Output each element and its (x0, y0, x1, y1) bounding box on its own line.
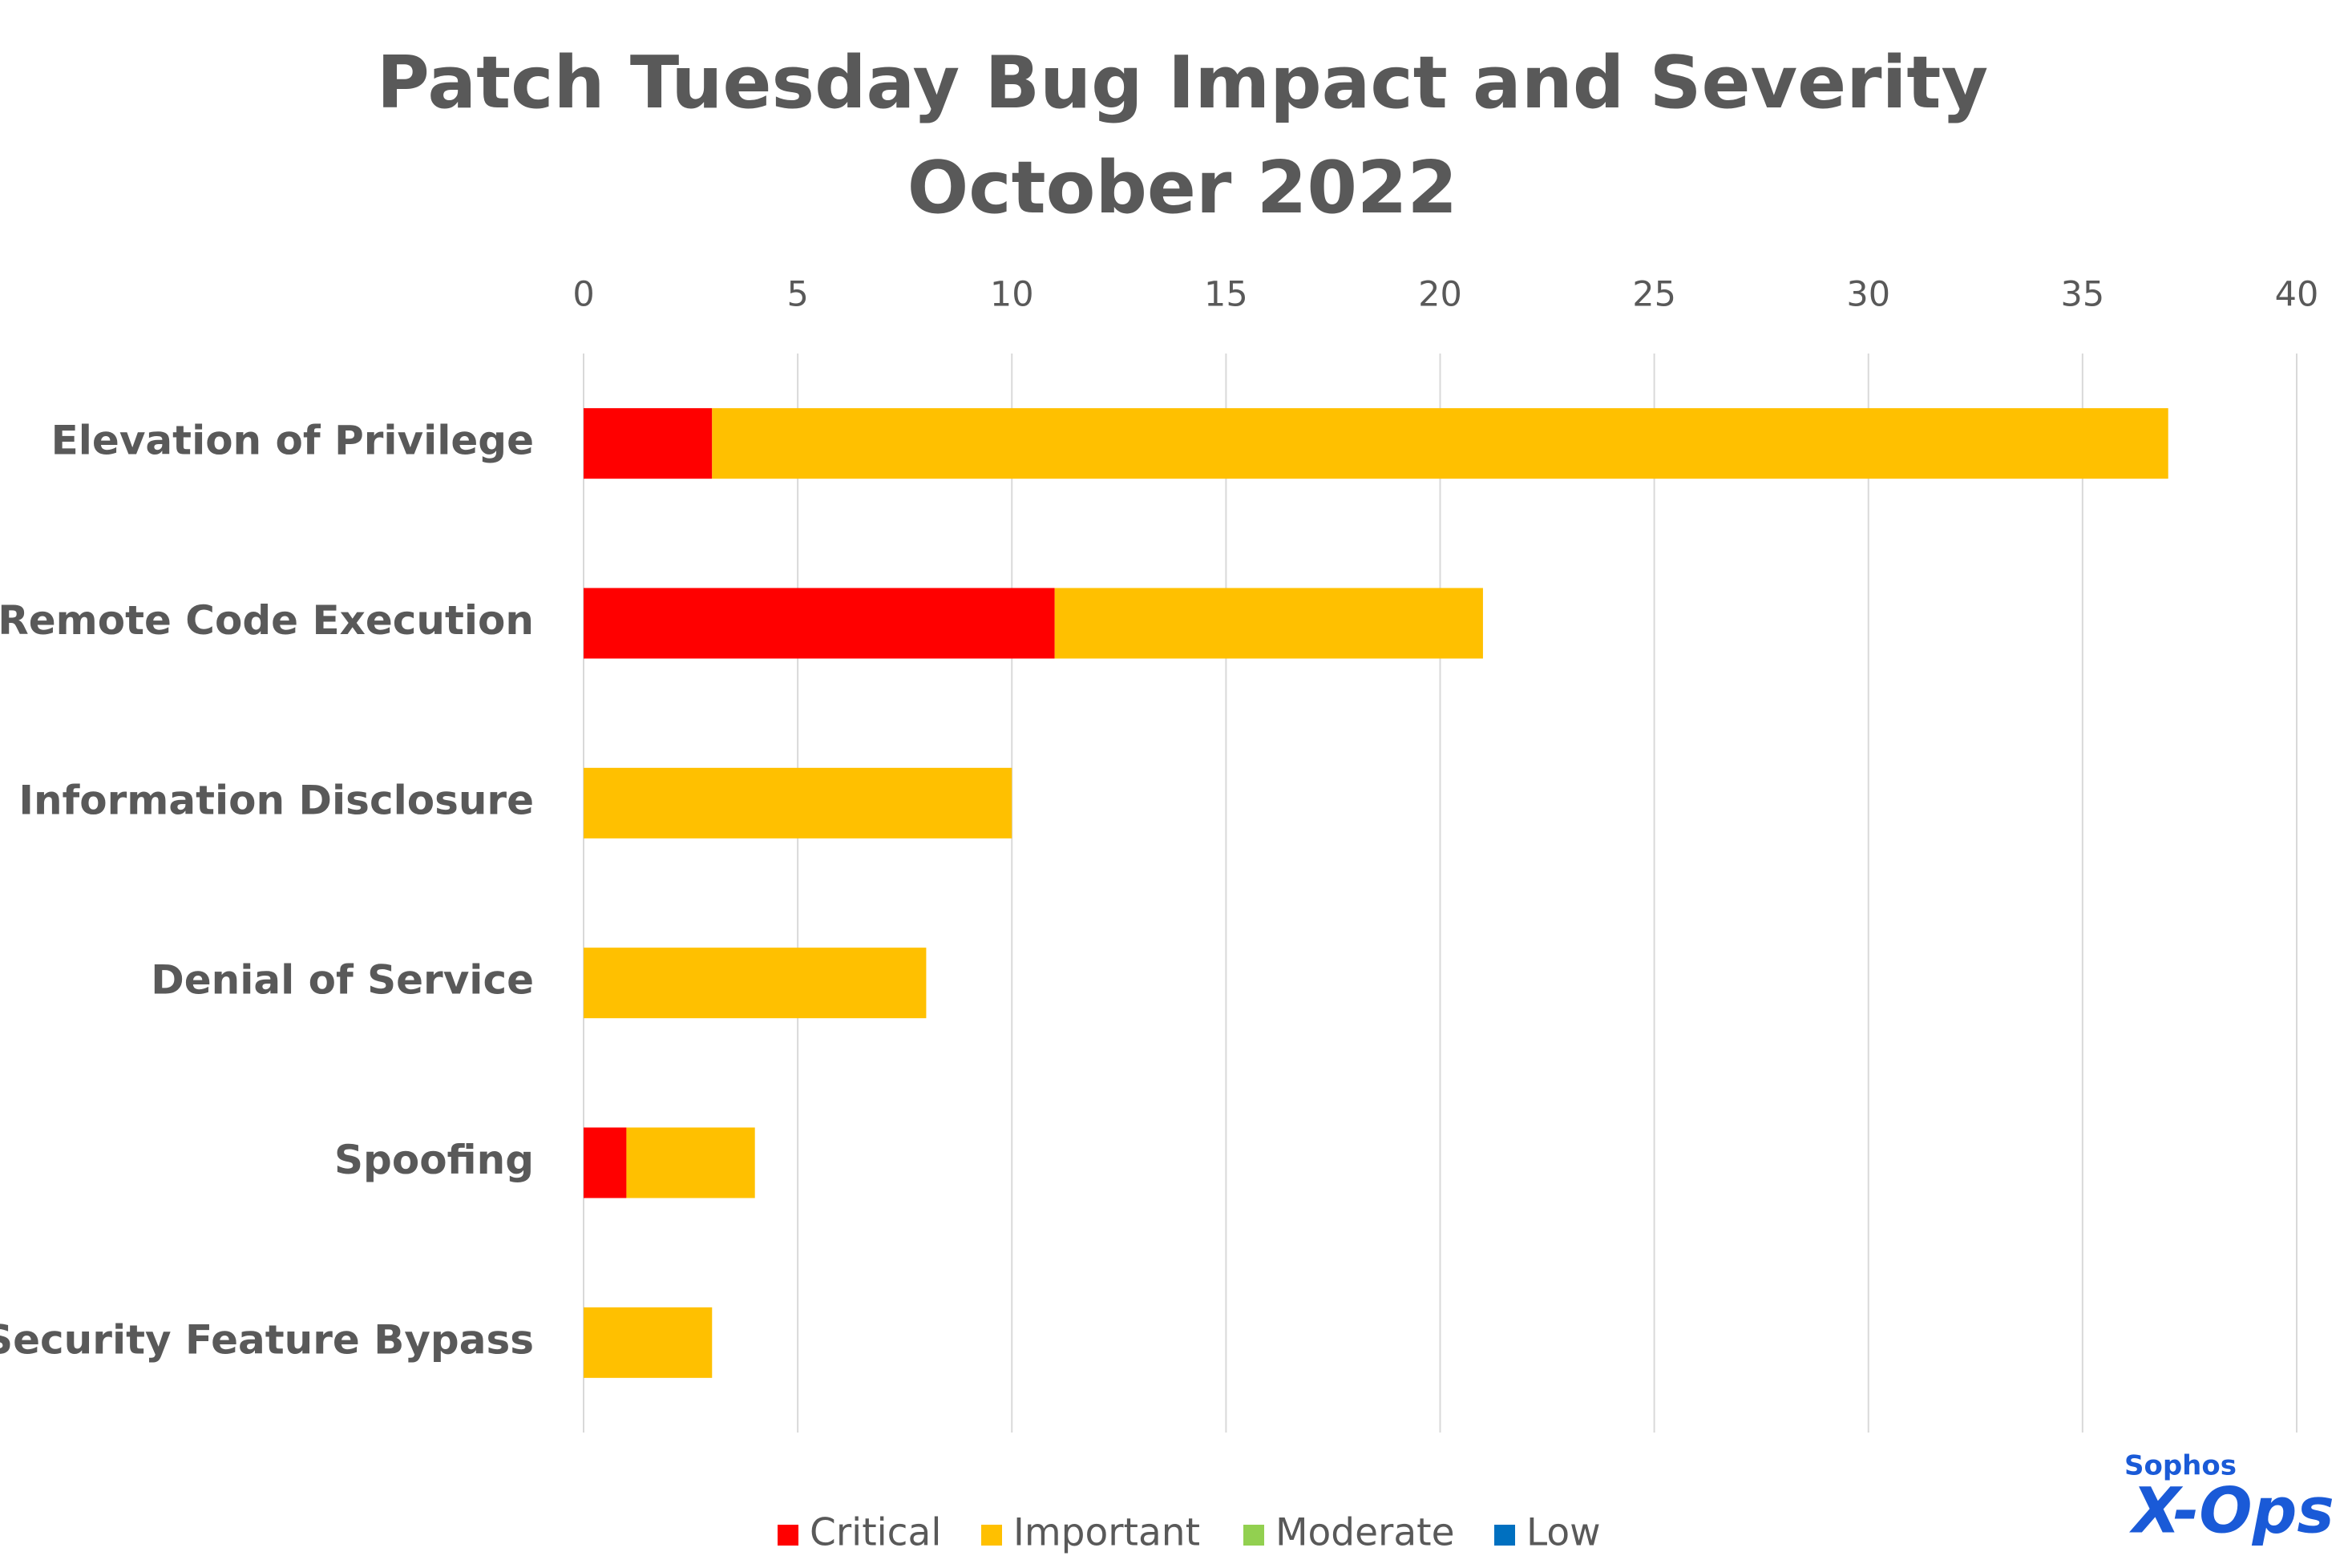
x-tick-label: 25 (1632, 275, 1676, 315)
bar-segment (584, 767, 1012, 839)
legend-label: Low (1526, 1511, 1601, 1555)
legend-swatch (981, 1525, 1002, 1546)
bar-segment (584, 1307, 713, 1378)
bar-segment (626, 1127, 755, 1198)
legend-swatch (1243, 1525, 1264, 1546)
x-tick-label: 35 (2061, 275, 2105, 315)
chart-subtitle: October 2022 (907, 146, 1457, 230)
x-tick-label: 40 (2275, 275, 2319, 315)
legend-label: Important (1013, 1511, 1200, 1555)
legend-swatch (1494, 1525, 1515, 1546)
x-tick-label: 15 (1204, 275, 1248, 315)
bar-segment (584, 408, 713, 479)
bar-segment (712, 408, 2168, 479)
x-tick-label: 0 (572, 275, 594, 315)
y-tick-label: Spoofing (334, 1137, 534, 1183)
logo-product: X-Ops (2129, 1475, 2334, 1547)
y-tick-label: Information Disclosure (18, 777, 534, 823)
logo-brand: Sophos (2124, 1450, 2237, 1482)
y-tick-label: Elevation of Privilege (51, 418, 534, 464)
y-tick-label: Remote Code Execution (0, 597, 534, 644)
x-tick-label: 5 (786, 275, 808, 315)
y-tick-label: Security Feature Bypass (0, 1316, 534, 1363)
x-tick-label: 20 (1418, 275, 1462, 315)
bar-segment (584, 1127, 627, 1198)
chart-title: Patch Tuesday Bug Impact and Severity (377, 41, 1988, 125)
x-tick-label: 10 (990, 275, 1034, 315)
legend-swatch (778, 1525, 798, 1546)
bar-segment (584, 948, 927, 1019)
x-tick-label: 30 (1846, 275, 1890, 315)
bar-segment (584, 588, 1055, 659)
bar-segment (1054, 588, 1483, 659)
legend-label: Moderate (1275, 1511, 1455, 1555)
y-tick-label: Denial of Service (151, 957, 534, 1004)
legend-label: Critical (810, 1511, 941, 1555)
